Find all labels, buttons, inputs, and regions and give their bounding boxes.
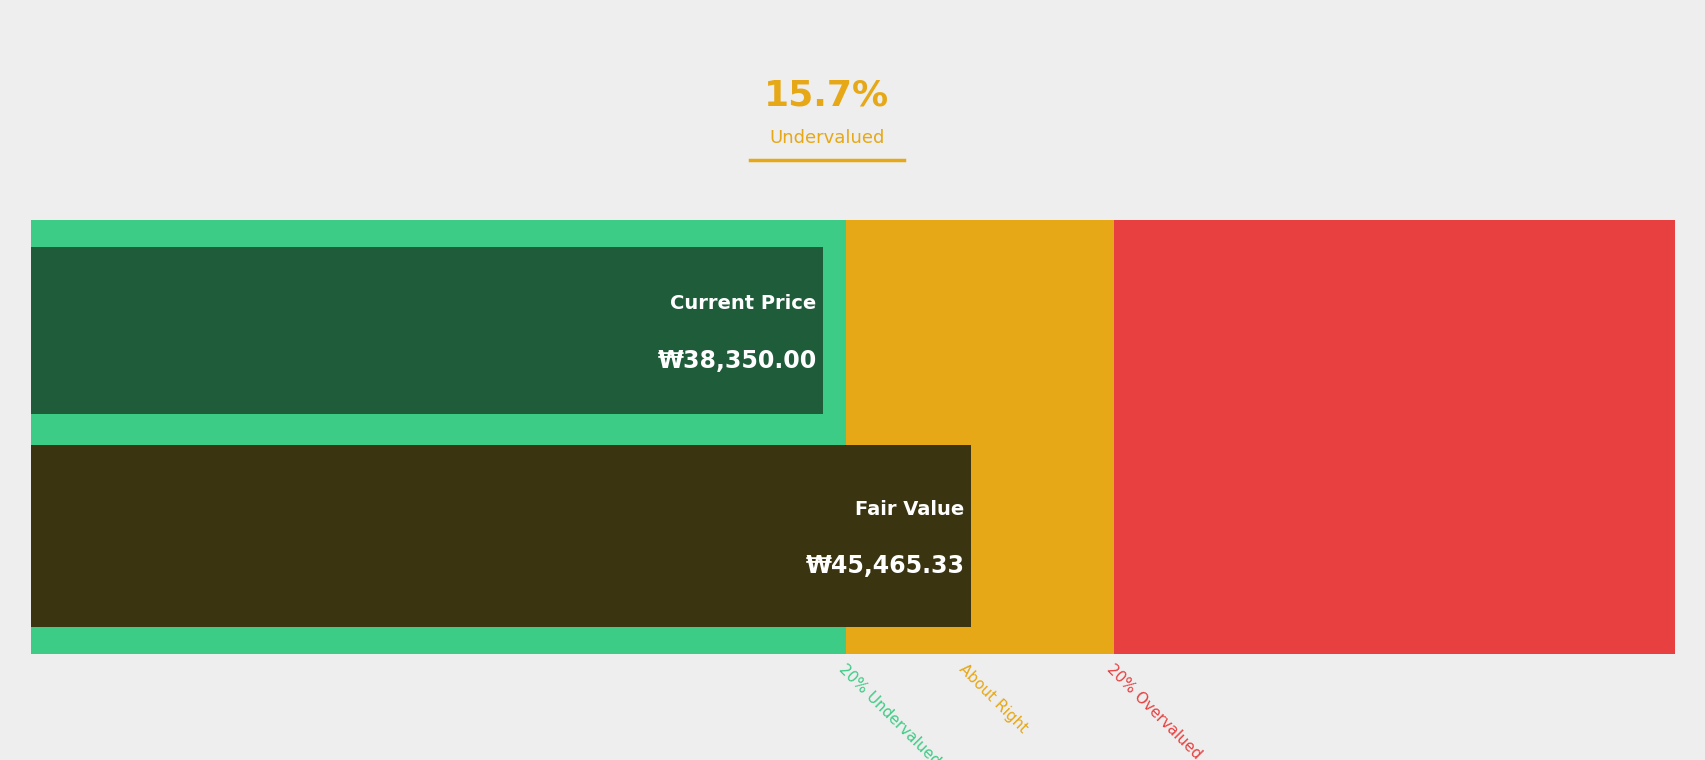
Bar bbox=[31, 445, 970, 627]
Text: 20% Undervalued: 20% Undervalued bbox=[835, 661, 943, 760]
Text: ₩45,465.33: ₩45,465.33 bbox=[805, 554, 963, 578]
Text: 15.7%: 15.7% bbox=[764, 78, 888, 112]
Text: Fair Value: Fair Value bbox=[854, 500, 963, 519]
Bar bbox=[31, 220, 846, 654]
Text: 20% Overvalued: 20% Overvalued bbox=[1103, 661, 1204, 760]
Bar bbox=[846, 220, 1113, 654]
Bar bbox=[31, 247, 824, 414]
Text: ₩38,350.00: ₩38,350.00 bbox=[656, 349, 817, 373]
Bar bbox=[1113, 220, 1674, 654]
Text: About Right: About Right bbox=[957, 661, 1030, 736]
Text: Current Price: Current Price bbox=[670, 294, 817, 313]
Text: Undervalued: Undervalued bbox=[769, 129, 883, 147]
